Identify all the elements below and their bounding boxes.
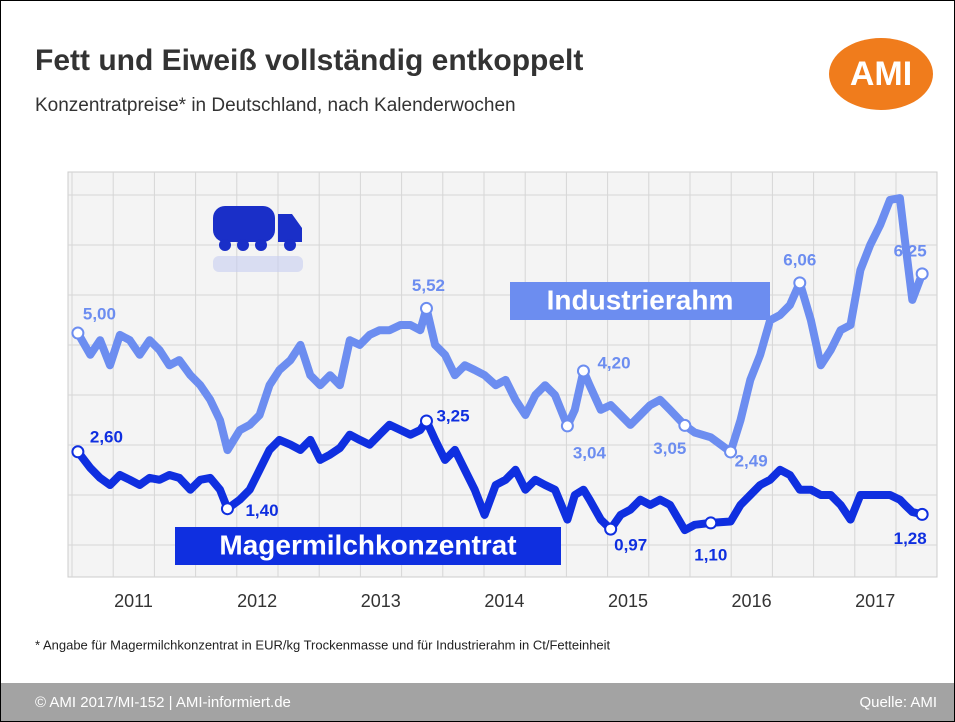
point-marker [704,516,718,530]
x-tick-label: 2013 [361,591,401,611]
data-label: 3,05 [653,439,686,458]
point-marker [220,502,234,516]
chart-subtitle: Konzentratpreise* in Deutschland, nach K… [35,95,516,116]
point-marker [419,414,433,428]
x-tick-label: 2012 [237,591,277,611]
point-marker [419,301,433,315]
data-label: 6,06 [783,250,816,269]
legend-box [175,527,561,565]
data-label: 5,52 [412,276,445,295]
legend-label: Industrierahm [547,284,734,315]
plot-area [67,171,938,578]
legend-label: Magermilchkonzentrat [219,529,516,560]
point-marker [604,522,618,536]
data-label: 3,04 [573,443,607,462]
footer-text: © AMI 2017/MI-152 | AMI-informiert.de [35,694,291,711]
data-label: 2,60 [90,427,123,446]
data-label: 3,25 [436,406,469,425]
source: Quelle: AMI [859,694,937,711]
data-label: 4,20 [597,353,630,372]
x-tick-label: 2017 [855,591,895,611]
point-marker [71,326,85,340]
series-line [73,194,927,456]
footer-bar [1,683,954,721]
point-marker [793,276,807,290]
legend-box [510,282,770,320]
series-line [73,417,927,535]
point-marker [915,267,929,281]
data-label: 2,49 [735,451,768,470]
data-label: 1,10 [694,545,727,564]
footnote: * Angabe für Magermilchkonzentrat in EUR… [35,637,611,652]
logo: AMI [850,55,912,93]
x-tick-label: 2015 [608,591,648,611]
data-label: 1,28 [894,529,927,548]
chart-title: Fett und Eiweiß vollständig entkoppelt [35,44,583,77]
point-marker [678,418,692,432]
point-marker [560,419,574,433]
truck-icon [213,206,303,272]
data-label: 0,97 [614,536,647,555]
data-label: 5,00 [83,305,116,324]
x-tick-label: 2016 [732,591,772,611]
logo-badge [829,38,933,110]
x-tick-label: 2014 [484,591,524,611]
data-label: 1,40 [245,501,278,520]
x-tick-label: 2011 [114,591,153,611]
point-marker [724,445,738,459]
point-marker [915,507,929,521]
point-marker [576,364,590,378]
point-marker [71,445,85,459]
data-label: 6,25 [894,241,927,260]
